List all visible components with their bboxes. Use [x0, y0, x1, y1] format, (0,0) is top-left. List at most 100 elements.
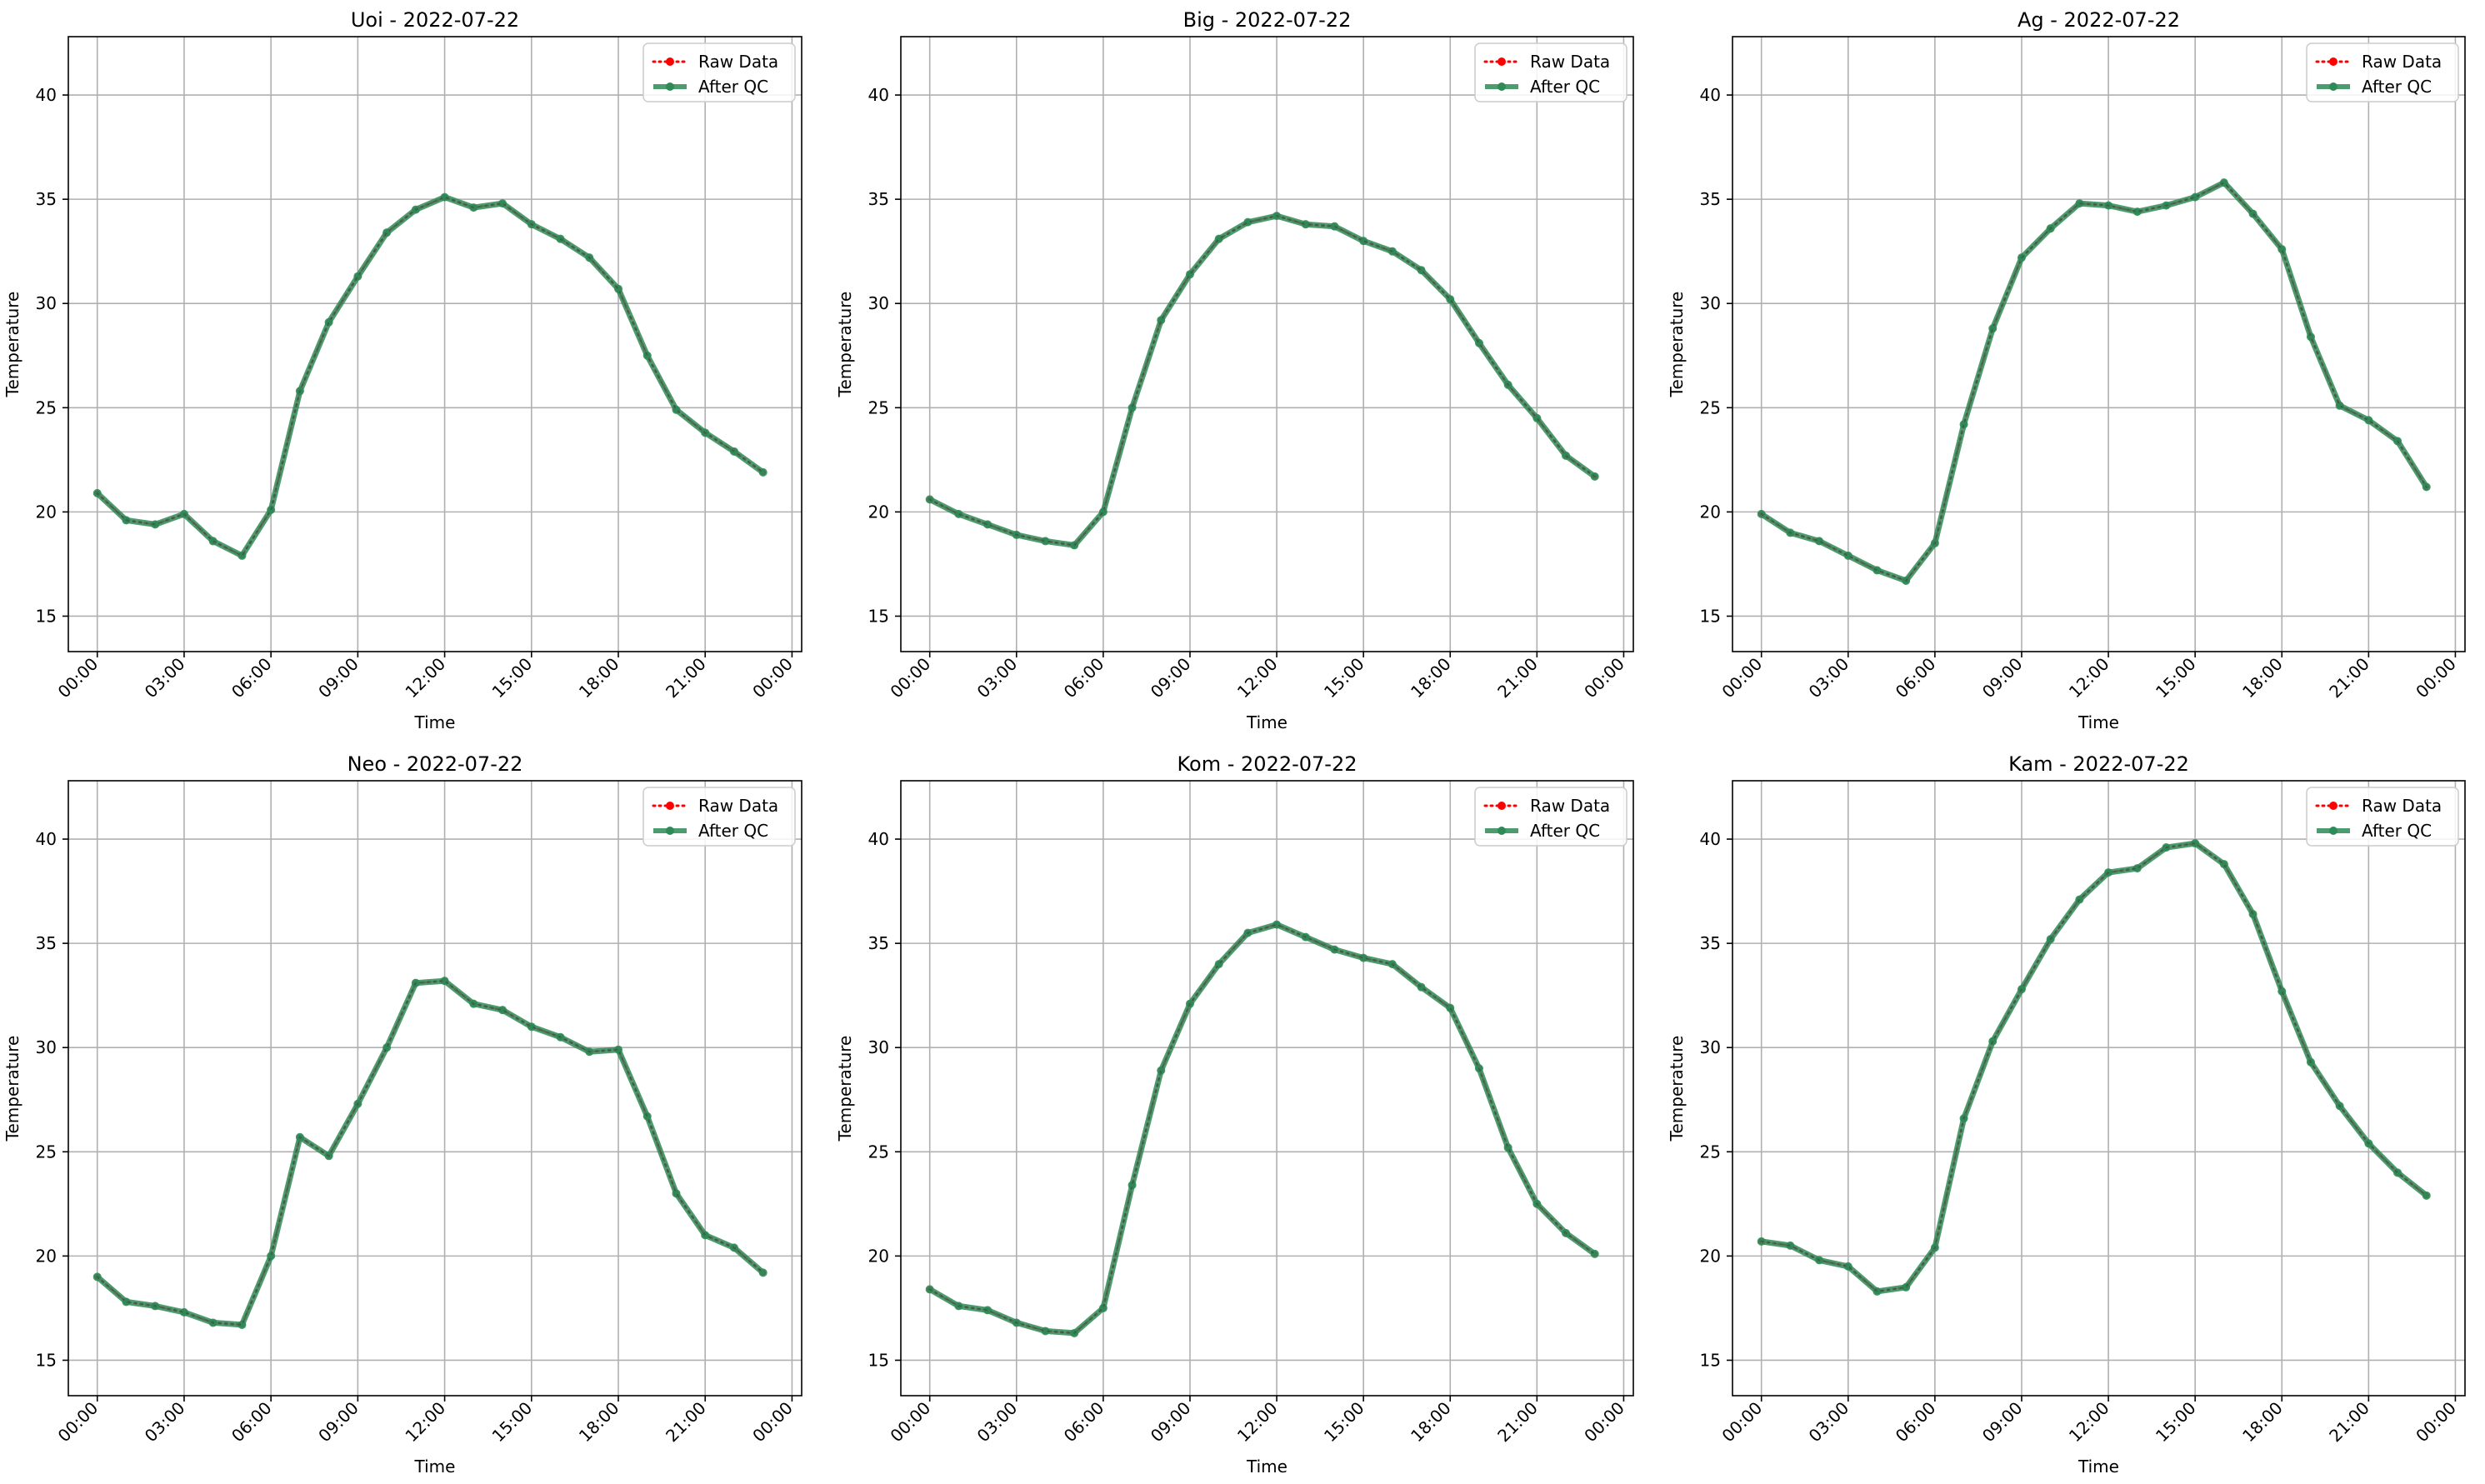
subplot-title: Neo - 2022-07-22	[348, 752, 523, 776]
x-tick-label: 00:00	[1580, 1398, 1628, 1447]
raw-data-overlay	[1760, 842, 2428, 1293]
y-tick-label: 15	[1700, 1350, 1721, 1370]
x-tick-label: 06:00	[1892, 654, 1940, 702]
x-tick-label: 03:00	[1805, 654, 1853, 702]
subplot-title: Big - 2022-07-22	[1183, 8, 1352, 32]
subplot: 15 20 25 30 35 40 00:00 03:00 06:00 09:00 12:00 15:…	[2, 752, 802, 1477]
y-tick-label: 30	[1700, 1037, 1721, 1057]
y-axis-label: Temperature	[835, 1036, 855, 1142]
plot-area	[901, 37, 1633, 652]
x-tick-label: 03:00	[141, 1398, 189, 1447]
x-tick-label: 15:00	[488, 1398, 537, 1447]
legend: Raw Data After QC	[2306, 42, 2459, 102]
x-axis-label: Time	[1246, 712, 1288, 732]
y-tick-label: 25	[868, 397, 889, 417]
x-tick-label: 00:00	[1718, 654, 1767, 702]
y-tick-label: 35	[868, 189, 889, 209]
qc-data-point	[1359, 953, 1368, 962]
qc-data-point	[1872, 1287, 1882, 1296]
y-tick-label: 30	[868, 1037, 889, 1057]
legend-raw-label: Raw Data	[698, 796, 778, 816]
qc-data-point	[642, 351, 652, 360]
qc-data-point	[1359, 237, 1368, 246]
qc-data-point	[1272, 920, 1282, 929]
qc-data-point	[2075, 199, 2084, 208]
y-tick-label: 40	[868, 829, 889, 849]
y-tick-label: 20	[868, 1246, 889, 1266]
qc-data-point	[382, 1043, 392, 1052]
x-tick-label: 18:00	[1407, 654, 1455, 702]
x-tick-label: 03:00	[1805, 1398, 1853, 1447]
x-tick-label: 15:00	[488, 654, 537, 702]
x-tick-label: 12:00	[2065, 654, 2113, 702]
y-tick-label: 15	[868, 606, 889, 626]
qc-data-point	[238, 551, 247, 560]
legend-raw-marker	[666, 802, 674, 810]
legend-qc-label: After QC	[1530, 821, 1600, 841]
legend-raw-label: Raw Data	[2362, 796, 2442, 816]
x-tick-label: 21:00	[2325, 654, 2373, 702]
x-tick-label: 15:00	[1320, 654, 1368, 702]
raw-data-overlay	[928, 923, 1596, 1335]
legend-qc-label: After QC	[2362, 77, 2432, 97]
legend-qc-marker	[1498, 82, 1506, 91]
y-tick-label: 25	[1700, 397, 1721, 417]
x-tick-label: 09:00	[1147, 1398, 1195, 1447]
plot-area	[1732, 37, 2465, 652]
subplot: 15 20 25 30 35 40 00:00 03:00 06:00 09:00 12:00 15:…	[835, 752, 1634, 1477]
x-tick-label: 12:00	[1233, 654, 1282, 702]
qc-data-point	[238, 1320, 247, 1329]
legend: Raw Data After QC	[642, 787, 796, 847]
y-tick-label: 15	[36, 606, 57, 626]
x-tick-label: 18:00	[2238, 654, 2287, 702]
subplot-title: Ag - 2022-07-22	[2018, 8, 2180, 32]
qc-data-point	[1128, 1181, 1137, 1190]
qc-data-point	[527, 1022, 536, 1032]
qc-data-point	[2335, 401, 2344, 410]
y-axis-label: Temperature	[2, 1036, 22, 1142]
x-tick-label: 00:00	[1718, 1398, 1767, 1447]
qc-data-point	[1988, 324, 1998, 333]
y-tick-label: 30	[868, 293, 889, 313]
legend: Raw Data After QC	[1474, 42, 1628, 102]
x-tick-label: 12:00	[401, 1398, 449, 1447]
y-tick-label: 15	[1700, 606, 1721, 626]
y-tick-label: 25	[868, 1142, 889, 1162]
legend-raw-marker	[2329, 57, 2338, 66]
qc-data-point	[324, 317, 333, 327]
y-tick-label: 15	[868, 1350, 889, 1370]
x-tick-label: 15:00	[2152, 654, 2200, 702]
x-tick-label: 18:00	[575, 654, 623, 702]
qc-data-point	[1301, 220, 1310, 229]
x-tick-label: 06:00	[1892, 1398, 1940, 1447]
x-tick-label: 09:00	[1978, 654, 2027, 702]
qc-data-point	[1446, 1003, 1455, 1012]
raw-data-overlay	[1760, 181, 2428, 582]
qc-data-point	[2132, 207, 2142, 217]
y-tick-label: 20	[36, 1246, 57, 1266]
qc-data-point	[2278, 987, 2287, 996]
qc-data-point	[614, 1045, 622, 1054]
x-tick-label: 00:00	[748, 1398, 797, 1447]
y-tick-label: 35	[1700, 189, 1721, 209]
y-axis-label: Temperature	[1667, 1036, 1687, 1142]
y-tick-label: 40	[1700, 85, 1721, 105]
x-tick-label: 06:00	[228, 654, 276, 702]
y-tick-label: 35	[868, 933, 889, 953]
axes-frame	[1732, 36, 2466, 652]
x-tick-label: 00:00	[887, 1398, 935, 1447]
y-tick-label: 20	[1700, 1246, 1721, 1266]
legend-qc-label: After QC	[2362, 821, 2432, 841]
x-tick-label: 06:00	[228, 1398, 276, 1447]
legend-raw-label: Raw Data	[1530, 52, 1610, 72]
y-tick-label: 30	[1700, 293, 1721, 313]
x-tick-label: 00:00	[748, 654, 797, 702]
x-tick-label: 09:00	[1147, 654, 1195, 702]
qc-data-point	[1503, 1143, 1512, 1152]
x-tick-label: 21:00	[1493, 654, 1542, 702]
qc-data-point	[1959, 420, 1968, 429]
legend-raw-marker	[1498, 57, 1506, 66]
qc-data-point	[758, 1268, 768, 1277]
subplot-title: Uoi - 2022-07-22	[351, 8, 519, 32]
